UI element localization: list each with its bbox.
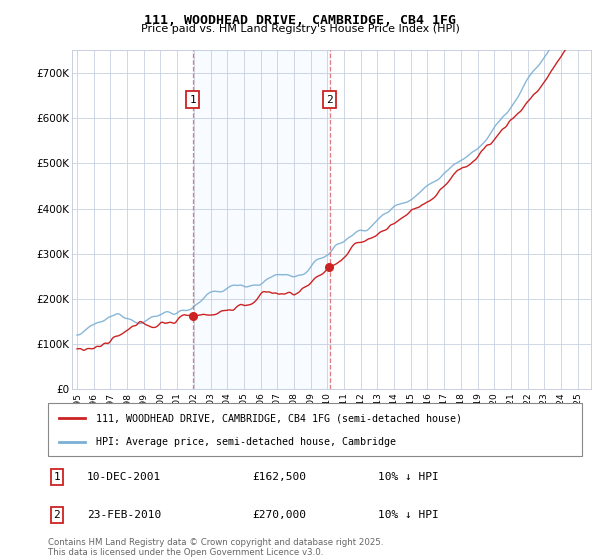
Text: HPI: Average price, semi-detached house, Cambridge: HPI: Average price, semi-detached house,…: [96, 436, 396, 446]
Text: 10-DEC-2001: 10-DEC-2001: [87, 472, 161, 482]
Text: Price paid vs. HM Land Registry's House Price Index (HPI): Price paid vs. HM Land Registry's House …: [140, 24, 460, 34]
FancyBboxPatch shape: [48, 403, 582, 456]
Text: 1: 1: [53, 472, 61, 482]
Text: 23-FEB-2010: 23-FEB-2010: [87, 510, 161, 520]
Text: 111, WOODHEAD DRIVE, CAMBRIDGE, CB4 1FG (semi-detached house): 111, WOODHEAD DRIVE, CAMBRIDGE, CB4 1FG …: [96, 413, 462, 423]
Text: £162,500: £162,500: [252, 472, 306, 482]
Text: Contains HM Land Registry data © Crown copyright and database right 2025.
This d: Contains HM Land Registry data © Crown c…: [48, 538, 383, 557]
Text: 1: 1: [190, 95, 196, 105]
Text: 2: 2: [326, 95, 333, 105]
Text: 2: 2: [53, 510, 61, 520]
Text: 10% ↓ HPI: 10% ↓ HPI: [378, 472, 439, 482]
Bar: [193, 50, 329, 389]
Text: £270,000: £270,000: [252, 510, 306, 520]
Text: 111, WOODHEAD DRIVE, CAMBRIDGE, CB4 1FG: 111, WOODHEAD DRIVE, CAMBRIDGE, CB4 1FG: [144, 14, 456, 27]
Text: 10% ↓ HPI: 10% ↓ HPI: [378, 510, 439, 520]
